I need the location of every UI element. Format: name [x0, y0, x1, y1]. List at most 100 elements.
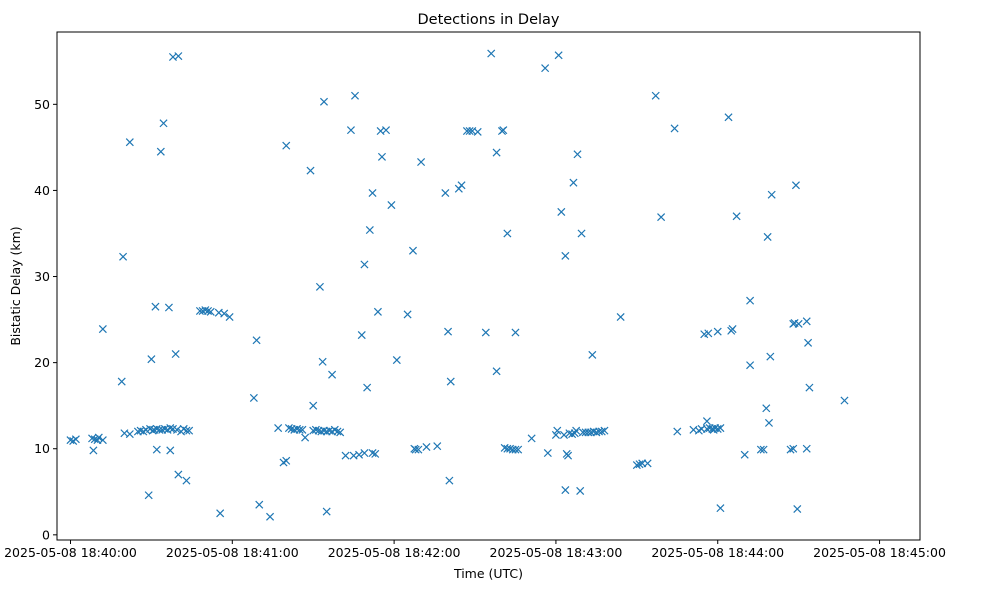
- detection-point: [125, 138, 134, 147]
- detection-point: [746, 296, 755, 305]
- detection-point: [444, 327, 453, 336]
- detection-point: [492, 148, 501, 157]
- detection-point: [433, 442, 442, 451]
- detection-point: [724, 113, 733, 122]
- detection-point: [125, 430, 134, 439]
- detection-point: [414, 445, 423, 454]
- detection-point: [336, 428, 345, 437]
- detection-point: [318, 357, 327, 366]
- detection-point: [713, 424, 722, 433]
- detection-point: [408, 246, 418, 255]
- detection-point: [171, 349, 180, 359]
- detection-point: [616, 312, 625, 322]
- detection-point: [554, 51, 563, 60]
- detection-point: [166, 446, 175, 455]
- detection-point: [350, 91, 360, 100]
- y-tick-label: 20: [34, 355, 50, 370]
- detection-point: [551, 430, 560, 439]
- detection-point: [164, 303, 173, 312]
- detection-point: [600, 426, 609, 435]
- detection-point: [355, 450, 364, 459]
- detection-point: [766, 352, 775, 361]
- detection-point: [802, 444, 811, 453]
- detection-point: [588, 350, 597, 359]
- detection-point: [673, 427, 682, 436]
- detection-point: [295, 425, 304, 434]
- detection-point: [185, 426, 194, 435]
- detection-point: [392, 356, 401, 365]
- detection-point: [657, 213, 666, 222]
- detection-point: [387, 201, 396, 210]
- detection-point: [446, 377, 455, 386]
- detection-point: [569, 178, 578, 187]
- detection-point: [333, 427, 342, 436]
- detection-point: [481, 328, 490, 337]
- detection-point: [360, 449, 369, 458]
- detection-point: [499, 126, 508, 135]
- plot-area: [56, 31, 921, 541]
- detection-point: [740, 450, 749, 459]
- x-tick-label: 2025-05-08 18:45:00: [813, 545, 946, 560]
- detection-point: [764, 418, 773, 427]
- detection-point: [201, 306, 210, 315]
- detection-point: [119, 252, 128, 261]
- detection-point: [357, 331, 366, 340]
- chart-title: Detections in Delay: [417, 12, 559, 28]
- detection-point: [561, 486, 570, 495]
- x-tick-label: 2025-05-08 18:41:00: [166, 545, 299, 560]
- detection-point: [756, 445, 765, 454]
- detection-point: [422, 442, 431, 452]
- detection-point: [573, 150, 582, 159]
- x-tick-label: 2025-05-08 18:44:00: [651, 545, 784, 560]
- detection-point: [732, 212, 741, 221]
- detection-point: [266, 512, 275, 521]
- detection-point: [763, 232, 772, 241]
- detection-point: [789, 444, 798, 453]
- detection-point: [561, 251, 570, 260]
- detection-point: [282, 456, 291, 465]
- detection-point: [322, 507, 331, 516]
- detection-point: [791, 181, 800, 190]
- y-tick-label: 40: [34, 183, 50, 198]
- detection-point: [576, 486, 585, 495]
- detection-point: [216, 509, 225, 518]
- detection-point: [371, 449, 380, 458]
- detection-point: [767, 190, 776, 199]
- detection-point: [368, 449, 377, 458]
- detection-point: [840, 396, 849, 405]
- detection-point: [151, 302, 160, 311]
- detection-point: [716, 424, 725, 433]
- detection-point: [635, 460, 644, 469]
- detection-point: [98, 436, 107, 445]
- detection-point: [156, 147, 165, 156]
- detection-point: [252, 336, 261, 345]
- data-points: [66, 49, 849, 521]
- detection-point: [166, 424, 175, 433]
- detection-point: [577, 229, 586, 238]
- detection-point: [311, 425, 320, 434]
- detection-point: [220, 309, 229, 318]
- detection-point: [802, 317, 811, 326]
- detection-point: [174, 52, 183, 61]
- detection-point: [363, 383, 372, 392]
- detection-point: [147, 355, 156, 364]
- detection-point: [759, 445, 768, 454]
- detection-point: [282, 141, 291, 150]
- x-axis-label: Time (UTC): [453, 566, 523, 581]
- x-tick-label: 2025-05-08 18:42:00: [328, 545, 461, 560]
- detection-point: [373, 307, 382, 316]
- detection-point: [204, 306, 213, 315]
- detection-point: [794, 319, 803, 328]
- detection-point: [487, 49, 496, 58]
- detection-point: [511, 328, 520, 337]
- detection-point: [94, 433, 103, 442]
- detection-point: [315, 282, 324, 291]
- x-tick-label: 2025-05-08 18:40:00: [4, 545, 137, 560]
- y-tick-label: 50: [34, 97, 50, 112]
- detection-point: [298, 425, 307, 434]
- detection-point: [174, 470, 183, 479]
- detection-point: [541, 64, 550, 73]
- y-tick-label: 30: [34, 269, 50, 284]
- detection-point: [274, 424, 283, 433]
